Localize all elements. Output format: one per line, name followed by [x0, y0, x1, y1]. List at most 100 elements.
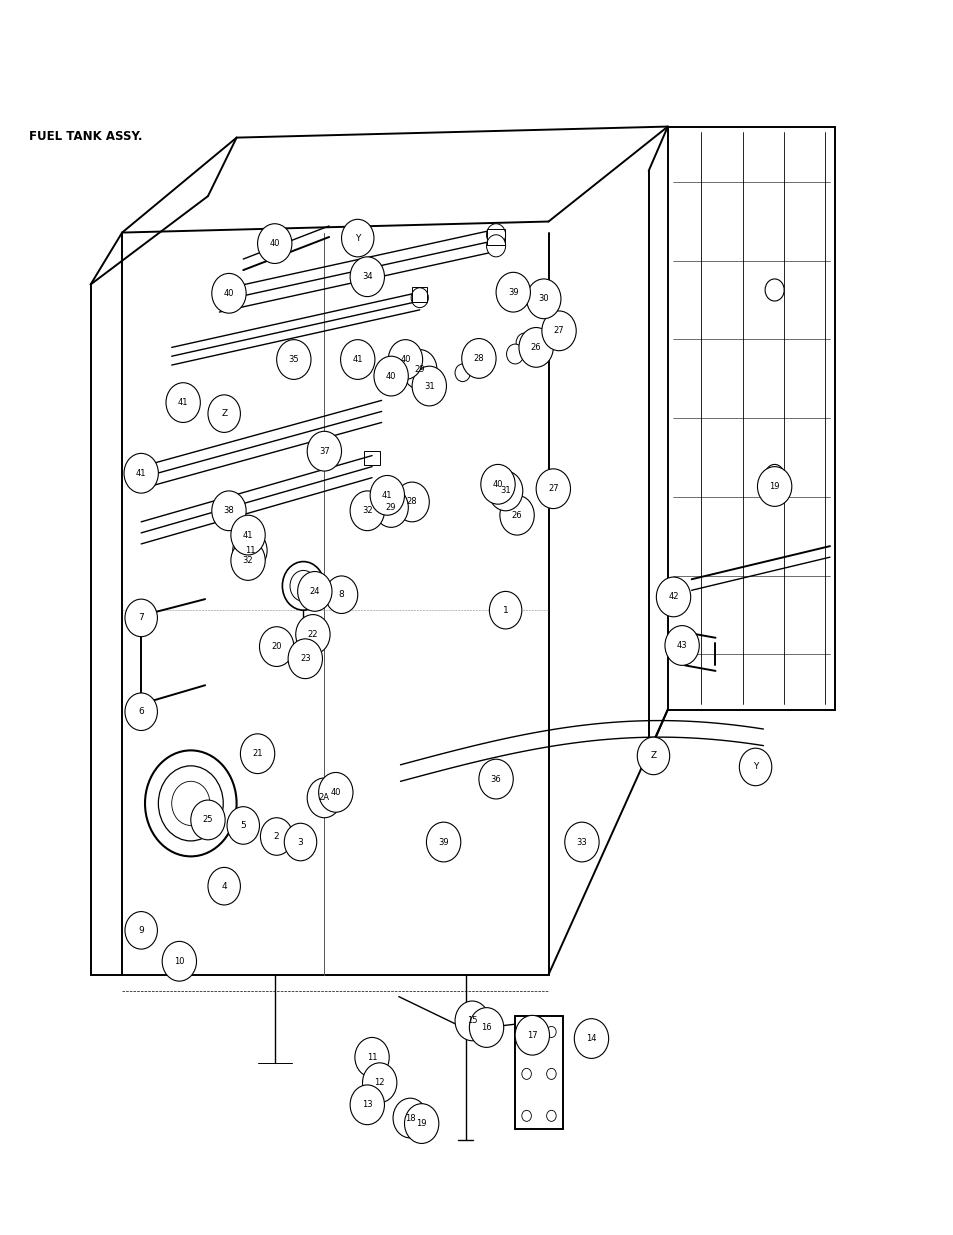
Text: 28: 28	[406, 498, 417, 506]
Circle shape	[259, 626, 294, 667]
Circle shape	[307, 431, 341, 471]
Text: 26: 26	[530, 343, 541, 352]
Circle shape	[284, 824, 316, 861]
Text: 41: 41	[381, 490, 393, 500]
Text: 11: 11	[244, 546, 255, 555]
Circle shape	[125, 911, 157, 950]
Circle shape	[402, 492, 417, 509]
Text: 14: 14	[585, 1034, 597, 1044]
Text: 37: 37	[318, 447, 330, 456]
Text: 3: 3	[297, 837, 303, 846]
Circle shape	[276, 340, 311, 379]
Text: 15: 15	[466, 1016, 477, 1025]
Circle shape	[656, 577, 690, 616]
Text: Y: Y	[355, 233, 360, 242]
Circle shape	[383, 501, 398, 520]
Text: 27: 27	[547, 484, 558, 493]
Text: 8: 8	[338, 590, 344, 599]
Circle shape	[233, 531, 267, 571]
Circle shape	[260, 818, 293, 856]
Circle shape	[546, 1068, 556, 1079]
Circle shape	[162, 941, 196, 981]
Text: 19: 19	[768, 482, 780, 492]
Circle shape	[506, 345, 523, 364]
Circle shape	[526, 279, 560, 319]
Circle shape	[350, 257, 384, 296]
Text: 42: 42	[667, 593, 679, 601]
Text: 29: 29	[385, 503, 396, 513]
Circle shape	[480, 464, 515, 504]
Circle shape	[402, 350, 436, 389]
Circle shape	[492, 480, 509, 501]
Text: 11: 11	[366, 1052, 377, 1062]
Text: Y: Y	[752, 762, 758, 772]
Text: 30: 30	[537, 294, 549, 304]
Text: 29: 29	[414, 366, 425, 374]
Text: 20: 20	[271, 642, 282, 651]
Circle shape	[404, 1104, 438, 1144]
Circle shape	[208, 867, 240, 905]
Text: 40: 40	[492, 480, 503, 489]
Circle shape	[231, 515, 265, 555]
Circle shape	[564, 823, 598, 862]
Text: DCA-800SSK — FUEL TANK ASSY.: DCA-800SSK — FUEL TANK ASSY.	[492, 22, 924, 47]
Circle shape	[499, 495, 534, 535]
Circle shape	[395, 482, 429, 522]
Circle shape	[521, 1026, 531, 1037]
Text: 40: 40	[223, 289, 234, 298]
Text: 26: 26	[511, 511, 522, 520]
Circle shape	[637, 737, 669, 774]
Text: 31: 31	[423, 382, 435, 390]
Text: FUEL TANK ASSY.: FUEL TANK ASSY.	[29, 130, 142, 143]
Circle shape	[739, 748, 771, 785]
Circle shape	[240, 734, 274, 773]
Circle shape	[764, 464, 783, 487]
Circle shape	[212, 273, 246, 314]
Circle shape	[307, 778, 341, 818]
Text: 27: 27	[553, 326, 564, 336]
Text: 34: 34	[361, 272, 373, 282]
Circle shape	[370, 475, 404, 515]
Circle shape	[231, 541, 265, 580]
Circle shape	[166, 383, 200, 422]
Text: 18: 18	[404, 1114, 416, 1123]
Circle shape	[124, 453, 158, 493]
Text: 13: 13	[361, 1100, 373, 1109]
Text: 24: 24	[309, 587, 320, 597]
Text: 19: 19	[416, 1119, 427, 1128]
Text: 23: 23	[299, 655, 311, 663]
Bar	[487, 228, 504, 246]
Circle shape	[288, 638, 322, 678]
Circle shape	[227, 806, 259, 845]
Text: 10: 10	[173, 957, 185, 966]
Text: 17: 17	[526, 1031, 537, 1040]
Circle shape	[536, 469, 570, 509]
Text: 40: 40	[330, 788, 341, 797]
Text: 16: 16	[480, 1023, 492, 1032]
Text: 36: 36	[490, 774, 501, 783]
Circle shape	[757, 467, 791, 506]
Circle shape	[125, 599, 157, 637]
Circle shape	[297, 572, 332, 611]
Circle shape	[212, 492, 246, 531]
Text: 41: 41	[177, 398, 189, 408]
Text: 41: 41	[242, 531, 253, 540]
Circle shape	[374, 488, 408, 527]
Text: 40: 40	[399, 354, 411, 364]
Text: 9: 9	[138, 926, 144, 935]
Circle shape	[295, 615, 330, 655]
Text: 35: 35	[288, 354, 299, 364]
Circle shape	[515, 1015, 549, 1055]
Circle shape	[374, 356, 408, 396]
Bar	[412, 288, 427, 301]
Text: Z: Z	[650, 751, 656, 761]
Circle shape	[546, 1026, 556, 1037]
Circle shape	[208, 395, 240, 432]
Circle shape	[486, 235, 505, 257]
Circle shape	[521, 1068, 531, 1079]
Circle shape	[516, 333, 533, 353]
Text: PAGE 98 — DCA-800SSK (STD)  — OPERATION AND PARTS MANUAL — REV. #4  (06/03/10): PAGE 98 — DCA-800SSK (STD) — OPERATION A…	[146, 1198, 807, 1210]
Bar	[364, 451, 379, 464]
Circle shape	[191, 800, 225, 840]
Text: 25: 25	[202, 815, 213, 825]
